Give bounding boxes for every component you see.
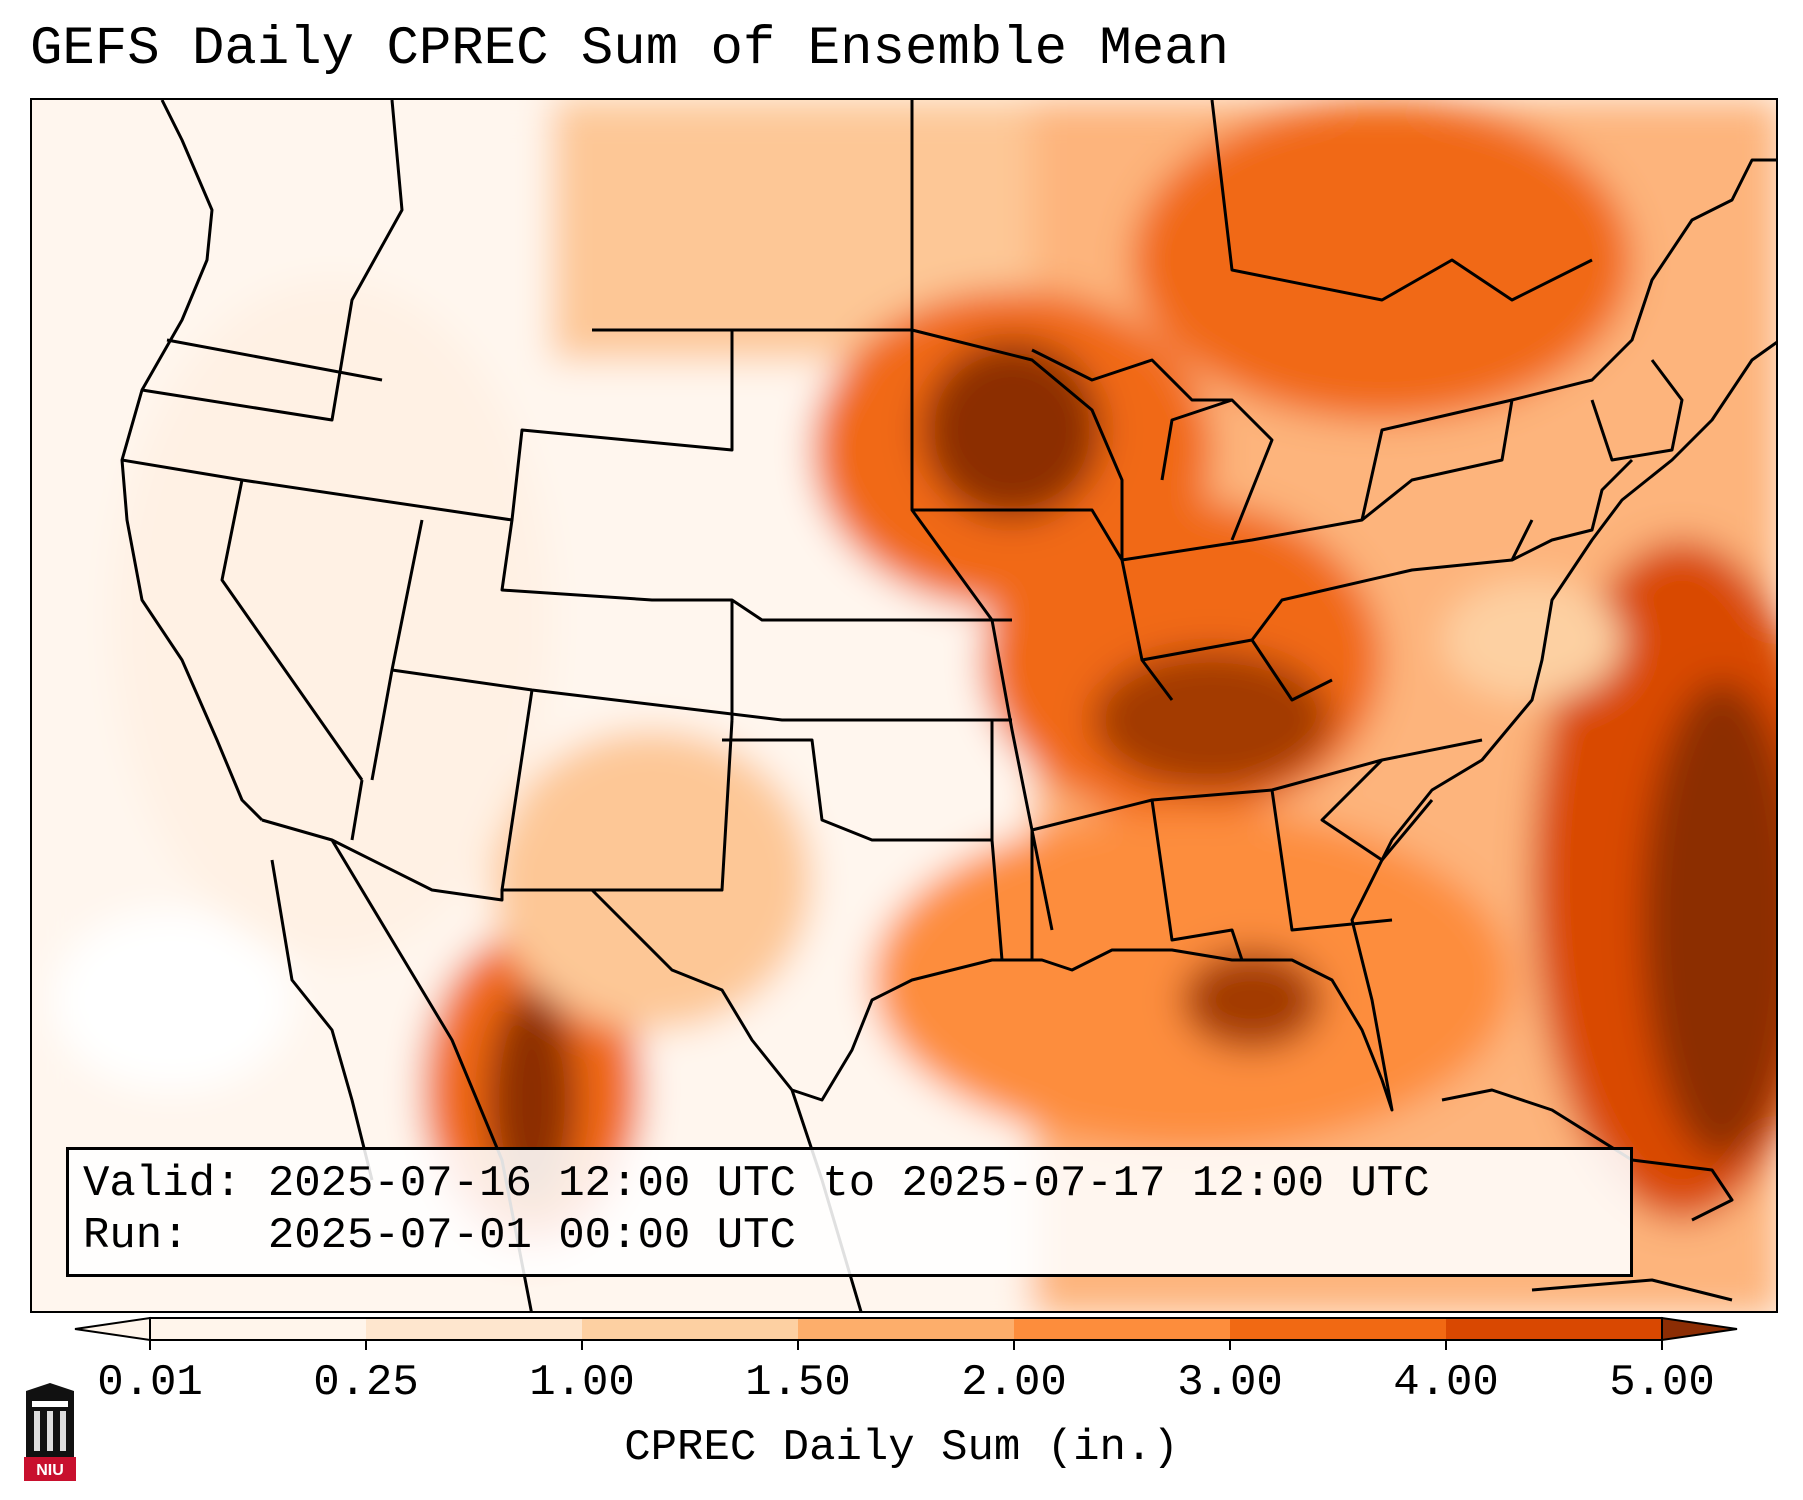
niu-logo-icon: NIU [24,1383,76,1481]
colorbar-segment [366,1318,583,1340]
colorbar-segment [1446,1318,1663,1340]
niu-logo-text: NIU [36,1462,64,1479]
valid-run-info-box: Valid: 2025-07-16 12:00 UTC to 2025-07-1… [66,1147,1633,1277]
colorbar-tick-label: 0.25 [313,1358,419,1408]
colorbar-outline [149,1317,1663,1341]
precipitation-field [32,100,1776,1311]
colorbar-segment [582,1318,799,1340]
colorbar-tick-label: 0.01 [97,1358,203,1408]
colorbar-segment [798,1318,1015,1340]
colorbar-extend-low [74,1316,151,1342]
colorbar-segment [1230,1318,1447,1340]
colorbar-tick-label: 4.00 [1393,1358,1499,1408]
run-time-text: Run: 2025-07-01 00:00 UTC [83,1211,796,1261]
valid-time-text: Valid: 2025-07-16 12:00 UTC to 2025-07-1… [83,1159,1430,1209]
colorbar-extend-high [1661,1316,1738,1342]
colorbar-tick-label: 3.00 [1177,1358,1283,1408]
colorbar-tick-label: 5.00 [1609,1358,1715,1408]
colorbar-label: CPREC Daily Sum (in.) [624,1423,1179,1473]
colorbar [74,1316,1738,1350]
colorbar-tick-label: 1.00 [529,1358,635,1408]
precipitation-map [30,98,1778,1313]
colorbar-tick-label: 1.50 [745,1358,851,1408]
colorbar-segment [150,1318,367,1340]
map-title: GEFS Daily CPREC Sum of Ensemble Mean [30,19,1229,80]
colorbar-segment [1014,1318,1231,1340]
colorbar-tick-label: 2.00 [961,1358,1067,1408]
state-borders [120,100,1776,1311]
